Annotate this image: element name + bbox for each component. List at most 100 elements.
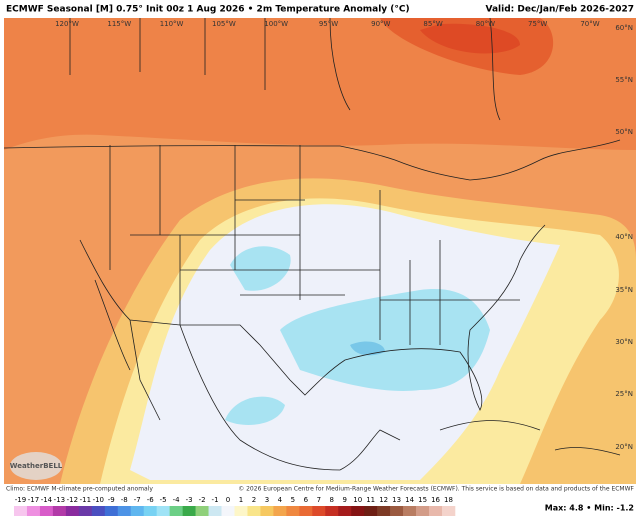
climo-note: Climo: ECMWF M-climate pre-computed anom… [6,486,153,493]
colorbar-label: 7 [317,496,321,504]
colorbar-swatch [403,506,417,516]
colorbar-swatch [208,506,222,516]
lon-label: 100°W [264,20,288,28]
colorbar-swatch [364,506,378,516]
colorbar-label: 0 [226,496,230,504]
colorbar-swatch [104,506,119,516]
colorbar-label: 10 [353,496,362,504]
colorbar-swatch [377,506,391,516]
colorbar-swatch [39,506,54,516]
colorbar-swatch [143,506,157,516]
field-cool-south [280,289,490,391]
lat-label: 35°N [615,286,633,294]
colorbar-label: -3 [186,496,193,504]
colorbar-swatch [156,506,170,516]
colorbar-swatch [130,506,145,516]
lon-label: 80°W [476,20,495,28]
colorbar-label: 9 [343,496,347,504]
lat-label: 50°N [615,128,633,136]
colorbar-label: 12 [379,496,388,504]
colorbar-swatch [286,506,300,516]
colorbar-swatch [312,506,326,516]
colorbar-swatch [117,506,132,516]
colorbar-label: 18 [444,496,453,504]
lon-label: 115°W [107,20,131,28]
lon-label: 105°W [212,20,236,28]
colorbar-swatch [52,506,67,516]
colorbar-label: 11 [366,496,375,504]
colorbar-label: -13 [54,496,65,504]
title: ECMWF Seasonal [M] 0.75° Init 00z 1 Aug … [6,5,410,15]
colorbar-swatch [351,506,365,516]
colorbar-swatch [26,506,41,516]
lon-label: 90°W [371,20,390,28]
colorbar-label: 4 [278,496,283,504]
colorbar-label: 3 [265,496,269,504]
colorbar-swatch [169,506,183,516]
colorbar-label: 13 [392,496,401,504]
colorbar-label: 15 [418,496,427,504]
colorbar: -19 -17 -14 -13 -12 -11 -10 -9 -8 -7 -6 -5 -4 -3 -2 -1 0… [14,496,456,516]
max-min: Max: 4.8 • Min: -1.2 [545,504,634,513]
logo: WeatherBELL [10,462,63,470]
map: 120°W 115°W 110°W 105°W 100°W 95°W 90°W 85°W 80°… [3,17,636,484]
colorbar-swatch [14,506,28,516]
field-cool-mexico [225,396,285,425]
colorbar-swatch [325,506,339,516]
latitude-labels: 60°N 55°N 50°N 40°N 35°N 30°N 25°N 20°N [615,24,633,451]
colorbar-label: -5 [160,496,167,504]
field-hottest [420,23,520,54]
lat-label: 30°N [615,338,633,346]
lon-label: 75°W [528,20,547,28]
colorbar-label: 8 [330,496,334,504]
colorbar-swatch [65,506,80,516]
lat-label: 25°N [615,390,633,398]
colorbar-label: 14 [405,496,414,504]
colorbar-label: -6 [147,496,155,504]
colorbar-label: -17 [28,496,39,504]
colorbar-label: 1 [239,496,243,504]
colorbar-label: -4 [173,496,181,504]
lat-label: 60°N [615,24,633,32]
colorbar-swatch [442,506,456,516]
colorbar-swatch [299,506,313,516]
colorbar-swatch [78,506,93,516]
colorbar-swatch [260,506,274,516]
colorbar-swatch [338,506,352,516]
colorbar-label: 6 [304,496,309,504]
colorbar-label: -14 [41,496,53,504]
lon-label: 110°W [160,20,184,28]
lon-label: 85°W [423,20,442,28]
colorbar-label: -10 [93,496,104,504]
lat-label: 55°N [615,76,633,84]
colorbar-label: -7 [134,496,141,504]
colorbar-swatch [273,506,287,516]
copyright: © 2026 European Centre for Medium-Range … [238,486,634,493]
colorbar-label: 5 [291,496,295,504]
lat-label: 20°N [615,443,633,451]
colorbar-label: 16 [431,496,440,504]
colorbar-swatch [247,506,261,516]
colorbar-swatch [195,506,209,516]
colorbar-label: -11 [80,496,91,504]
field-cool-west [230,246,291,291]
colorbar-label: -8 [121,496,128,504]
lon-label: 95°W [319,20,338,28]
field-cool-core [350,341,385,356]
colorbar-swatch [416,506,430,516]
colorbar-swatch [182,506,196,516]
colorbar-label: 2 [252,496,256,504]
colorbar-swatch [221,506,235,516]
colorbar-label: -1 [212,496,219,504]
colorbar-label: -9 [108,496,115,504]
lon-label: 120°W [55,20,79,28]
colorbar-swatch [429,506,443,516]
logo-badge [10,452,62,480]
lon-label: 70°W [580,20,599,28]
longitude-labels: 120°W 115°W 110°W 105°W 100°W 95°W 90°W 85°W 80°… [55,20,600,28]
colorbar-swatch [234,506,248,516]
colorbar-label: -12 [67,496,78,504]
colorbar-label: -19 [15,496,26,504]
lat-label: 40°N [615,233,633,241]
